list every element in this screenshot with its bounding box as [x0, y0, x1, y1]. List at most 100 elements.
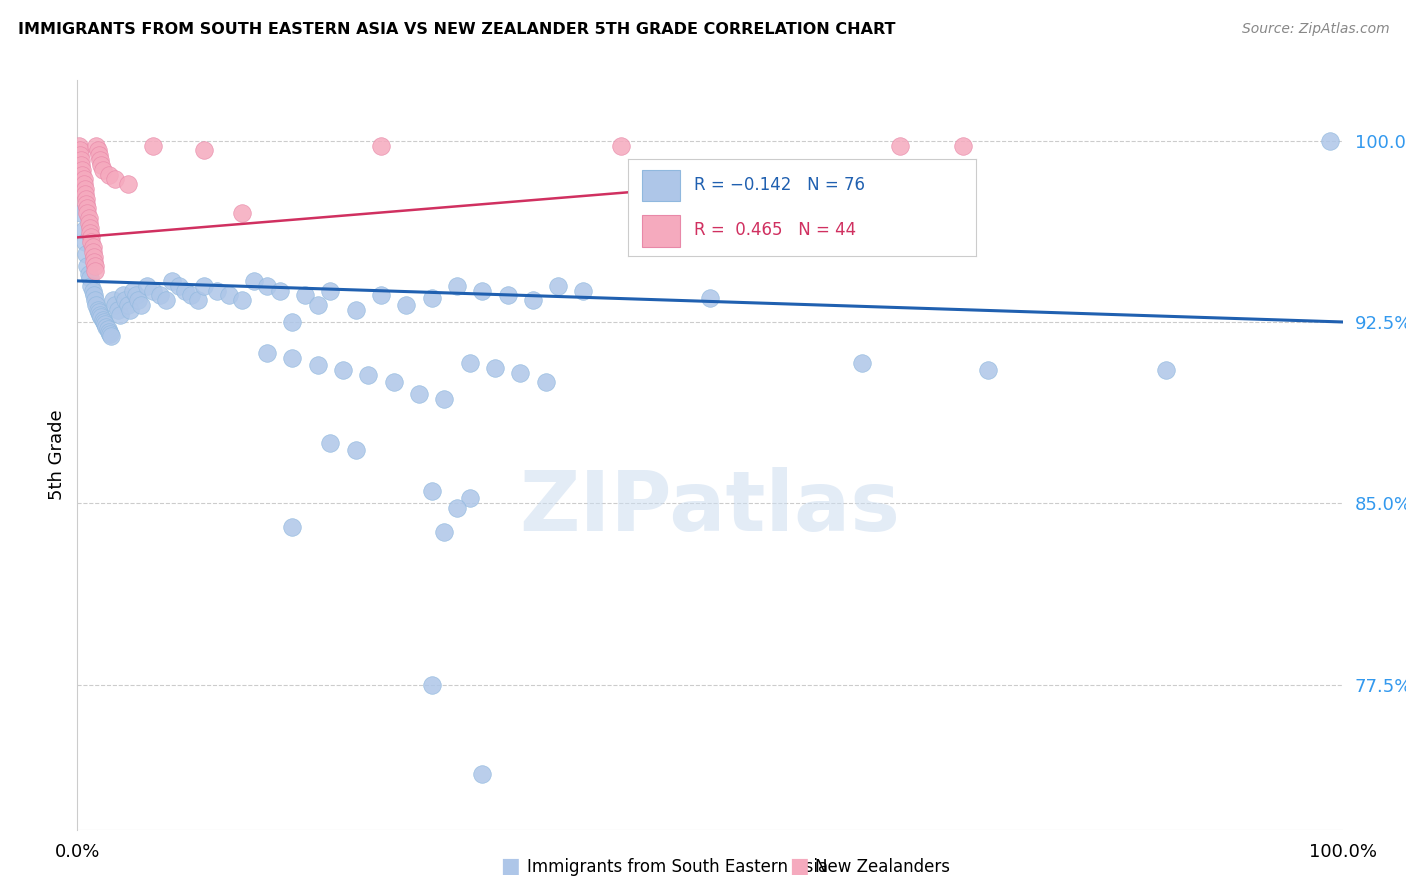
Point: [382, 376, 405, 390]
Point: [86, 138, 108, 153]
Point: [79, 271, 101, 285]
Point: [82, 284, 104, 298]
Point: [70, 153, 93, 167]
Point: [420, 484, 443, 499]
Point: [142, 138, 165, 153]
Point: [446, 278, 468, 293]
Text: ■: ■: [789, 856, 808, 876]
Point: [344, 302, 367, 317]
Point: [243, 274, 266, 288]
Point: [117, 298, 139, 312]
Point: [72, 162, 94, 177]
Point: [149, 288, 172, 302]
Point: [73, 182, 96, 196]
Point: [91, 312, 114, 326]
Point: [420, 677, 443, 691]
Point: [100, 329, 122, 343]
Point: [294, 288, 316, 302]
Point: [73, 178, 96, 192]
Point: [122, 284, 145, 298]
Point: [952, 138, 974, 153]
Point: [86, 144, 108, 158]
Point: [977, 363, 1000, 377]
Point: [395, 298, 418, 312]
Point: [101, 293, 124, 308]
Point: [1319, 134, 1341, 148]
Point: [98, 327, 121, 342]
Point: [79, 226, 101, 240]
Text: ZIPatlas: ZIPatlas: [520, 467, 900, 548]
Point: [408, 387, 430, 401]
Point: [446, 501, 468, 516]
Point: [370, 138, 392, 153]
Point: [84, 264, 107, 278]
Point: [344, 443, 367, 458]
Point: [73, 223, 96, 237]
Text: Immigrants from South Eastern Asia: Immigrants from South Eastern Asia: [527, 858, 828, 876]
Text: IMMIGRANTS FROM SOUTH EASTERN ASIA VS NEW ZEALANDER 5TH GRADE CORRELATION CHART: IMMIGRANTS FROM SOUTH EASTERN ASIA VS NE…: [18, 22, 896, 37]
Point: [155, 293, 177, 308]
Point: [77, 216, 100, 230]
Point: [93, 315, 115, 329]
Point: [107, 302, 129, 317]
Point: [572, 284, 595, 298]
Point: [79, 220, 101, 235]
Point: [509, 366, 531, 380]
Point: [281, 351, 304, 366]
Point: [117, 178, 139, 192]
Point: [420, 291, 443, 305]
Y-axis label: 5th Grade: 5th Grade: [48, 409, 66, 500]
Point: [332, 363, 354, 377]
Point: [94, 318, 117, 332]
Point: [82, 244, 104, 259]
Point: [1154, 363, 1177, 377]
Point: [281, 520, 304, 534]
Point: [319, 284, 342, 298]
Point: [256, 346, 278, 360]
Text: Source: ZipAtlas.com: Source: ZipAtlas.com: [1241, 22, 1389, 37]
Point: [851, 356, 873, 370]
Point: [97, 322, 120, 336]
Point: [75, 196, 97, 211]
Point: [281, 315, 304, 329]
Point: [86, 302, 108, 317]
Point: [142, 284, 165, 298]
Point: [136, 278, 159, 293]
Point: [307, 298, 329, 312]
Point: [458, 356, 481, 370]
Point: [76, 202, 98, 216]
Point: [496, 288, 519, 302]
Point: [256, 278, 278, 293]
Point: [72, 168, 94, 182]
Point: [73, 235, 96, 250]
Point: [484, 360, 506, 375]
Point: [162, 274, 183, 288]
Point: [186, 293, 209, 308]
Point: [70, 158, 93, 172]
Point: [129, 298, 152, 312]
Point: [218, 288, 240, 302]
Point: [114, 293, 136, 308]
Point: [534, 376, 557, 390]
Point: [80, 235, 103, 250]
Point: [84, 293, 107, 308]
Point: [76, 206, 98, 220]
Point: [80, 278, 103, 293]
Point: [610, 138, 633, 153]
Point: [87, 148, 110, 162]
Text: New Zealanders: New Zealanders: [815, 858, 950, 876]
Point: [174, 284, 197, 298]
Point: [69, 144, 91, 158]
Point: [124, 288, 146, 302]
Point: [83, 250, 105, 264]
Point: [70, 206, 93, 220]
Point: [471, 284, 494, 298]
Point: [75, 192, 97, 206]
Point: [205, 284, 228, 298]
Point: [110, 308, 132, 322]
Point: [104, 172, 127, 186]
Point: [91, 162, 114, 177]
Point: [699, 291, 721, 305]
Point: [193, 278, 215, 293]
Point: [180, 288, 202, 302]
